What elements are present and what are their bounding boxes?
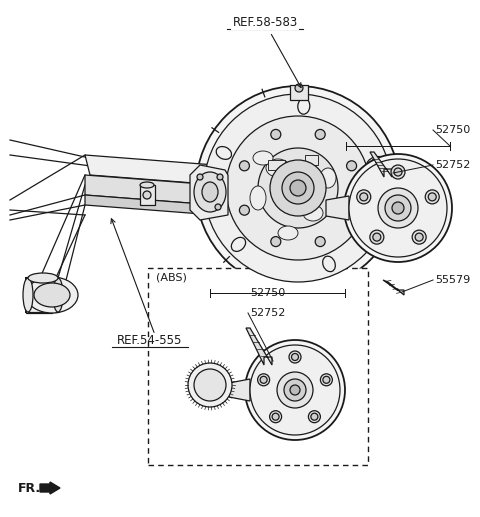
Ellipse shape	[250, 186, 266, 210]
Ellipse shape	[272, 413, 279, 420]
Ellipse shape	[34, 283, 70, 307]
Polygon shape	[190, 165, 228, 220]
Polygon shape	[28, 278, 58, 312]
Ellipse shape	[311, 413, 318, 420]
Bar	[148, 268, 368, 465]
Polygon shape	[290, 85, 308, 100]
Ellipse shape	[217, 174, 223, 180]
Polygon shape	[268, 160, 285, 170]
Ellipse shape	[282, 172, 314, 204]
Ellipse shape	[253, 151, 273, 165]
Ellipse shape	[270, 410, 282, 423]
Polygon shape	[229, 379, 250, 401]
Text: FR.: FR.	[18, 481, 41, 494]
Ellipse shape	[258, 148, 338, 228]
Text: 52752: 52752	[435, 160, 470, 170]
Ellipse shape	[385, 195, 411, 221]
Ellipse shape	[391, 165, 405, 179]
Ellipse shape	[204, 94, 392, 282]
Text: 55579: 55579	[435, 275, 470, 285]
Ellipse shape	[53, 278, 63, 312]
Ellipse shape	[360, 193, 368, 201]
Ellipse shape	[392, 202, 404, 214]
Text: 52752: 52752	[250, 308, 286, 318]
Ellipse shape	[250, 345, 340, 435]
Ellipse shape	[412, 230, 426, 244]
Ellipse shape	[188, 363, 232, 407]
Ellipse shape	[143, 191, 151, 199]
Ellipse shape	[260, 376, 267, 383]
Ellipse shape	[425, 190, 439, 204]
Ellipse shape	[295, 84, 303, 92]
Ellipse shape	[240, 205, 250, 215]
Ellipse shape	[349, 159, 447, 257]
Ellipse shape	[290, 385, 300, 395]
Ellipse shape	[215, 204, 221, 210]
Ellipse shape	[320, 374, 332, 386]
Ellipse shape	[28, 273, 58, 283]
Ellipse shape	[320, 168, 336, 188]
Ellipse shape	[344, 154, 452, 262]
Ellipse shape	[240, 161, 250, 171]
Ellipse shape	[277, 372, 313, 408]
Ellipse shape	[231, 237, 246, 251]
Ellipse shape	[428, 193, 436, 201]
Polygon shape	[140, 185, 155, 205]
Ellipse shape	[289, 351, 301, 363]
Ellipse shape	[202, 182, 218, 202]
Ellipse shape	[291, 354, 299, 360]
Ellipse shape	[415, 233, 423, 241]
Text: REF.58-583: REF.58-583	[232, 16, 298, 28]
Polygon shape	[370, 152, 392, 177]
Ellipse shape	[271, 129, 281, 140]
Ellipse shape	[367, 157, 386, 171]
Polygon shape	[85, 175, 215, 205]
Text: 52750: 52750	[435, 125, 470, 135]
Ellipse shape	[347, 161, 357, 171]
Polygon shape	[85, 195, 215, 215]
Ellipse shape	[303, 205, 323, 221]
Ellipse shape	[266, 159, 290, 177]
FancyArrow shape	[40, 482, 60, 494]
Ellipse shape	[226, 116, 370, 260]
Polygon shape	[26, 277, 52, 313]
Ellipse shape	[258, 374, 270, 386]
Polygon shape	[383, 280, 404, 295]
Ellipse shape	[26, 277, 78, 313]
Ellipse shape	[315, 129, 325, 140]
Ellipse shape	[290, 180, 306, 196]
Ellipse shape	[23, 278, 33, 312]
Ellipse shape	[308, 410, 320, 423]
Text: (ABS): (ABS)	[156, 273, 187, 283]
Text: 52750: 52750	[250, 288, 285, 298]
Polygon shape	[246, 328, 272, 365]
Polygon shape	[326, 196, 349, 220]
Polygon shape	[305, 155, 318, 165]
Ellipse shape	[298, 98, 310, 114]
Ellipse shape	[315, 237, 325, 247]
Ellipse shape	[194, 369, 226, 401]
Ellipse shape	[140, 182, 154, 188]
Text: REF.54-555: REF.54-555	[117, 333, 183, 346]
Ellipse shape	[323, 376, 330, 383]
Ellipse shape	[323, 256, 336, 271]
Polygon shape	[85, 155, 220, 185]
Ellipse shape	[357, 190, 371, 204]
Ellipse shape	[394, 168, 402, 176]
Ellipse shape	[347, 205, 357, 215]
Ellipse shape	[370, 230, 384, 244]
Ellipse shape	[378, 188, 418, 228]
Ellipse shape	[278, 226, 298, 240]
Ellipse shape	[284, 379, 306, 401]
Ellipse shape	[270, 160, 326, 216]
Ellipse shape	[194, 172, 226, 212]
Ellipse shape	[216, 146, 231, 159]
Ellipse shape	[245, 340, 345, 440]
Ellipse shape	[373, 233, 381, 241]
Ellipse shape	[197, 174, 203, 180]
Ellipse shape	[196, 86, 400, 290]
Ellipse shape	[271, 237, 281, 247]
